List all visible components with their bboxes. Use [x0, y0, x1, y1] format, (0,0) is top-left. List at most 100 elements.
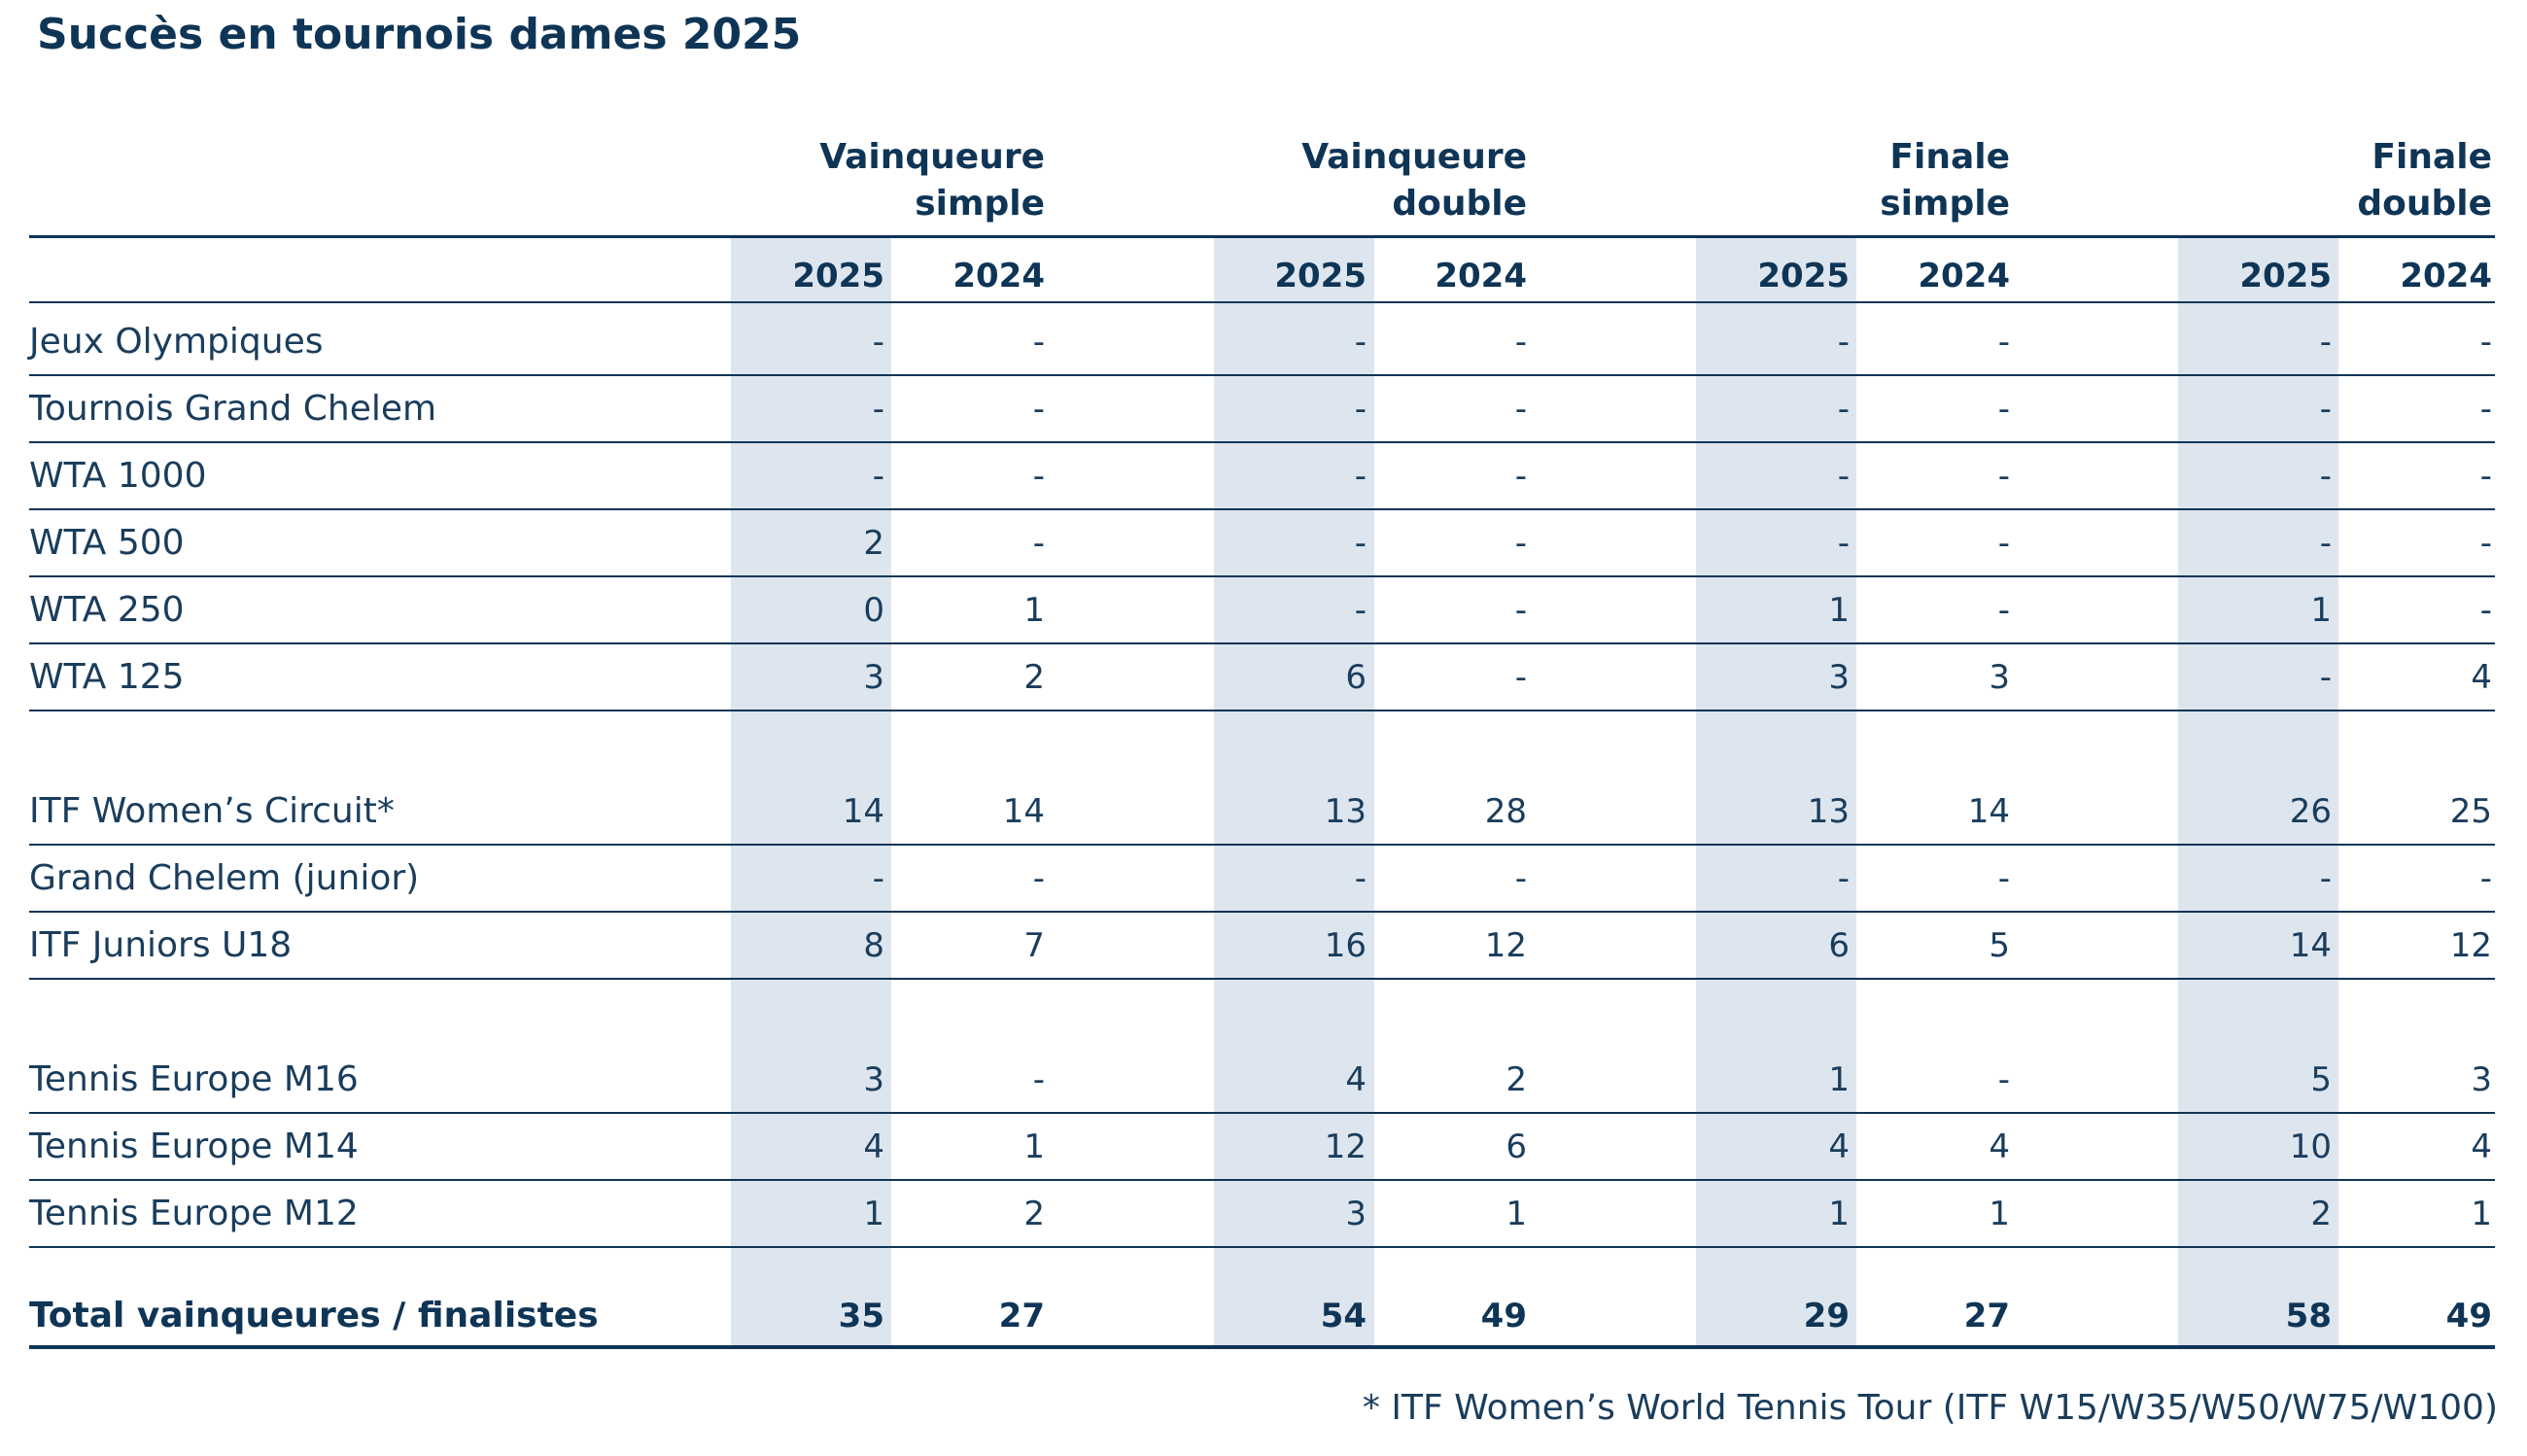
table-row: WTA 250 0 1 - - 1 - 1 - — [0, 577, 2527, 643]
row-label: WTA 500 — [29, 523, 185, 563]
table-cell: - — [1997, 457, 2010, 496]
table-row: WTA 125 3 2 6 - 3 3 - 4 — [0, 644, 2527, 711]
table-cell: 49 — [2445, 1297, 2492, 1335]
year-header: 2024 — [2400, 257, 2492, 295]
table-cell: - — [2479, 457, 2492, 496]
table-row: ITF Juniors U18 8 7 16 12 6 5 14 12 — [0, 913, 2527, 979]
table-rule — [29, 1179, 2495, 1181]
table-cell: - — [1032, 859, 1045, 898]
column-band-2025 — [1696, 237, 1856, 1348]
row-label: Tennis Europe M12 — [29, 1194, 359, 1233]
table-cell: - — [1997, 591, 2010, 630]
column-band-2025 — [1214, 237, 1374, 1348]
table-cell: - — [872, 390, 884, 429]
table-cell: 4 — [2471, 658, 2492, 697]
table-cell: - — [1514, 524, 1527, 563]
table-cell: 0 — [863, 591, 884, 630]
table-cell: 4 — [1828, 1127, 1850, 1166]
column-group-header: Vainqueure double — [1274, 134, 1527, 227]
table-row: Tennis Europe M12 1 2 3 1 1 1 2 1 — [0, 1181, 2527, 1247]
table-cell: - — [1032, 323, 1045, 362]
table-cell: 1 — [2471, 1195, 2492, 1233]
column-band-2025 — [731, 237, 891, 1348]
table-cell: 2 — [2310, 1195, 2332, 1233]
table-cell: 58 — [2285, 1297, 2332, 1335]
table-cell: 4 — [2471, 1127, 2492, 1166]
table-cell: 12 — [1484, 926, 1527, 965]
table-cell: 14 — [2289, 926, 2332, 965]
table-cell: - — [1837, 323, 1850, 362]
table-row: WTA 1000 - - - - - - - - — [0, 443, 2527, 509]
table-row: Tennis Europe M14 4 1 12 6 4 4 10 4 — [0, 1114, 2527, 1180]
table-cell: 1 — [1828, 1195, 1850, 1233]
row-label: Tennis Europe M16 — [29, 1059, 359, 1099]
table-cell: 3 — [1989, 658, 2010, 697]
column-band-2025 — [2178, 237, 2338, 1348]
table-cell: 3 — [2471, 1060, 2492, 1099]
table-cell: - — [1354, 524, 1367, 563]
table-cell: 16 — [1324, 926, 1367, 965]
table-cell: - — [872, 323, 884, 362]
table-cell: - — [2319, 390, 2332, 429]
column-group-title: Finale — [1889, 137, 2010, 177]
year-header: 2025 — [1757, 257, 1850, 295]
table-cell: - — [1354, 859, 1367, 898]
table-cell: - — [2479, 859, 2492, 898]
table-cell: - — [1032, 457, 1045, 496]
table-cell: 1 — [1506, 1195, 1527, 1233]
table-cell: - — [2319, 658, 2332, 697]
column-group-subtitle: simple — [915, 184, 1045, 224]
table-cell: 3 — [1345, 1195, 1367, 1233]
table-cell: 13 — [1324, 792, 1367, 831]
table-cell: 1 — [2310, 591, 2332, 630]
table-cell: 27 — [1963, 1297, 2010, 1335]
row-label: Tennis Europe M14 — [29, 1127, 359, 1166]
table-cell: - — [1354, 323, 1367, 362]
table-cell: 29 — [1803, 1297, 1850, 1335]
table-rule — [29, 844, 2495, 846]
table-cell: - — [1837, 859, 1850, 898]
table-cell: - — [1354, 591, 1367, 630]
table-cell: - — [1997, 1060, 2010, 1099]
table-cell: - — [1997, 390, 2010, 429]
table-cell: - — [1514, 457, 1527, 496]
row-label: Total vainqueures / finalistes — [29, 1296, 599, 1335]
table-cell: 14 — [1967, 792, 2010, 831]
row-label: WTA 1000 — [29, 456, 207, 496]
table-rule — [29, 911, 2495, 913]
column-group-header: Finale double — [2239, 134, 2492, 227]
table-cell: 3 — [1828, 658, 1850, 697]
table-cell: 25 — [2449, 792, 2492, 831]
table-cell: 3 — [863, 658, 884, 697]
row-label: WTA 250 — [29, 590, 185, 630]
table-cell: - — [1514, 390, 1527, 429]
table-cell: 1 — [863, 1195, 884, 1233]
table-row: Jeux Olympiques - - - - - - - - — [0, 309, 2527, 375]
table-cell: 27 — [998, 1297, 1045, 1335]
table-rule — [29, 978, 2495, 980]
table-rule — [29, 235, 2495, 238]
total-row: Total vainqueures / finalistes 35 27 54 49 29… — [0, 1283, 2527, 1349]
table-cell: - — [2479, 390, 2492, 429]
column-group-title: Vainqueure — [819, 137, 1045, 177]
table-cell: 2 — [863, 524, 884, 563]
year-header: 2024 — [1435, 257, 1527, 295]
table-cell: - — [2319, 457, 2332, 496]
table-cell: 6 — [1345, 658, 1367, 697]
table-cell: - — [1514, 859, 1527, 898]
table-rule — [29, 642, 2495, 644]
table-cell: 14 — [842, 792, 884, 831]
table-cell: 10 — [2289, 1127, 2332, 1166]
table-cell: - — [1837, 457, 1850, 496]
year-header: 2025 — [1274, 257, 1367, 295]
table-cell: 14 — [1002, 792, 1045, 831]
table-cell: 6 — [1828, 926, 1850, 965]
table-cell: - — [872, 457, 884, 496]
table-cell: - — [1514, 323, 1527, 362]
table-cell: - — [2319, 859, 2332, 898]
table-cell: - — [1032, 390, 1045, 429]
table-cell: 6 — [1506, 1127, 1527, 1166]
table-cell: 7 — [1023, 926, 1045, 965]
column-group-subtitle: double — [2357, 184, 2492, 224]
row-label: WTA 125 — [29, 657, 185, 697]
